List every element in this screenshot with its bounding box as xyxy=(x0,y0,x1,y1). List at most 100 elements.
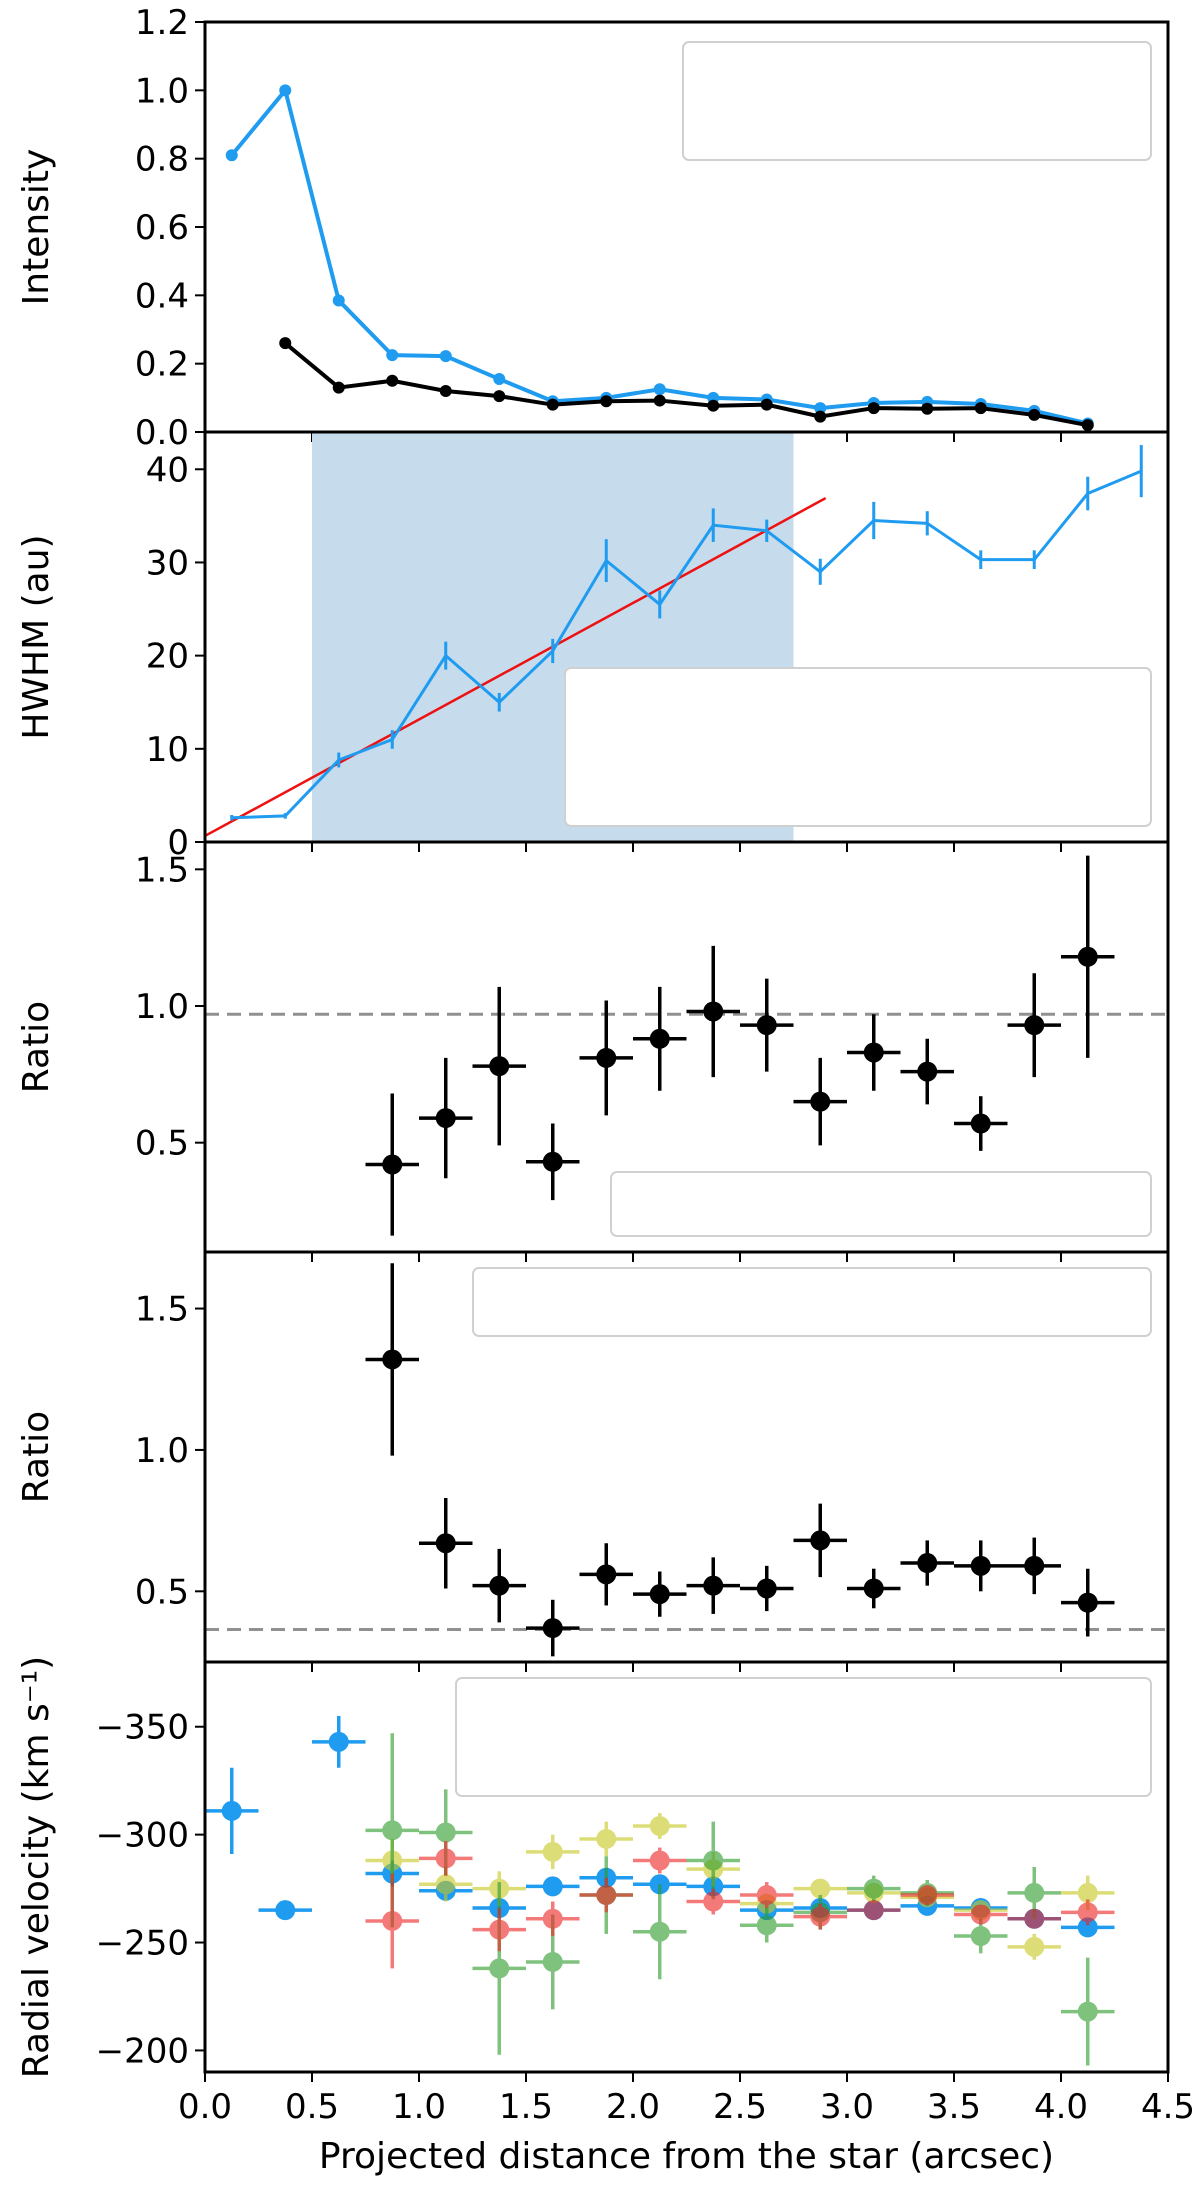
data-marker xyxy=(863,1578,884,1599)
data-marker xyxy=(1024,1882,1045,1903)
data-marker xyxy=(596,1885,617,1906)
data-point xyxy=(847,1875,901,1902)
y-axis-label: HWHM (au) xyxy=(16,534,57,739)
data-marker xyxy=(1024,1936,1045,1957)
data-point xyxy=(740,1565,794,1612)
y-axis-label: Intensity xyxy=(16,149,57,306)
y-tick-label: 0.4 xyxy=(135,276,189,316)
data-point xyxy=(279,84,292,97)
data-marker xyxy=(970,1113,991,1134)
data-marker xyxy=(703,1891,724,1912)
data-point xyxy=(633,986,687,1091)
data-marker xyxy=(863,1900,884,1921)
data-marker xyxy=(649,1028,670,1049)
plot-area xyxy=(225,84,1094,432)
data-marker xyxy=(382,1154,403,1175)
y-tick-label: 1.2 xyxy=(135,3,189,43)
plot-area xyxy=(205,1715,1115,2066)
data-marker xyxy=(1077,1592,1098,1613)
data-point xyxy=(921,402,934,415)
y-axis-label: Ratio xyxy=(16,1001,57,1093)
y-axis-label: Ratio xyxy=(16,1411,57,1503)
data-point xyxy=(1007,973,1061,1078)
y-tick-label: 20 xyxy=(146,637,189,677)
data-marker xyxy=(703,1001,724,1022)
series-2 xyxy=(279,337,1094,432)
data-point xyxy=(900,1038,954,1105)
data-marker xyxy=(810,1530,831,1551)
y-tick-label: −300 xyxy=(96,1816,189,1856)
data-marker xyxy=(435,1848,456,1869)
data-marker xyxy=(489,1958,510,1979)
data-marker xyxy=(917,1885,938,1906)
data-marker xyxy=(810,1091,831,1112)
data-point xyxy=(954,1096,1008,1151)
data-marker xyxy=(970,1904,991,1925)
x-axis-label: Projected distance from the star (arcsec… xyxy=(319,2136,1054,2177)
data-marker xyxy=(810,1878,831,1899)
data-point xyxy=(579,1821,633,1857)
y-tick-label: 0.6 xyxy=(135,208,189,248)
data-point xyxy=(386,374,399,387)
x-tick-label: 4.0 xyxy=(1034,2087,1088,2127)
fit-line xyxy=(205,497,827,838)
data-point xyxy=(954,1904,1008,1925)
data-marker xyxy=(435,1874,456,1895)
series-1 xyxy=(365,855,1115,1236)
legend-box xyxy=(564,667,1152,827)
data-point xyxy=(653,383,666,396)
data-point xyxy=(312,1715,366,1768)
data-marker xyxy=(542,1618,563,1639)
legend-box xyxy=(472,1267,1152,1337)
data-marker xyxy=(649,1584,670,1605)
series-line xyxy=(283,341,1089,428)
data-point xyxy=(686,1557,740,1614)
y-tick-label: −350 xyxy=(96,1708,189,1748)
y-tick-label: 0.0 xyxy=(135,413,189,453)
data-marker xyxy=(382,1820,403,1841)
data-point xyxy=(847,1014,901,1091)
data-marker xyxy=(756,1578,777,1599)
data-marker xyxy=(596,1564,617,1585)
data-point xyxy=(633,1571,687,1617)
data-point xyxy=(740,978,794,1072)
data-point xyxy=(365,1263,419,1456)
data-point xyxy=(814,402,827,415)
data-marker xyxy=(489,1575,510,1596)
data-point xyxy=(793,1057,847,1146)
y-tick-label: 0.2 xyxy=(135,345,189,385)
y-tick-label: 1.5 xyxy=(135,1290,189,1330)
plot-area xyxy=(205,855,1168,1236)
data-marker xyxy=(382,1349,403,1370)
y-tick-label: 30 xyxy=(146,543,189,583)
data-point xyxy=(472,1548,526,1623)
data-point xyxy=(1007,1537,1061,1595)
data-point xyxy=(1061,1899,1115,1926)
data-point xyxy=(365,1873,419,1969)
data-point xyxy=(279,337,292,350)
data-marker xyxy=(489,1056,510,1077)
data-point xyxy=(526,1876,580,1897)
data-marker xyxy=(810,1906,831,1927)
series-1 xyxy=(230,445,1143,821)
data-point xyxy=(1061,1957,1115,2066)
data-point xyxy=(526,1834,580,1870)
data-point xyxy=(686,1821,740,1900)
data-marker xyxy=(328,1731,349,1752)
panel-5: −350 −300 −250 −200 Radial velocity (km s⁻¹) xyxy=(16,1656,1170,2082)
data-point xyxy=(974,402,987,415)
series-1 xyxy=(365,1263,1115,1657)
y-tick-label: 1.0 xyxy=(135,987,189,1027)
legend-box xyxy=(455,1677,1152,1797)
data-marker xyxy=(1077,1902,1098,1923)
data-marker xyxy=(863,1042,884,1063)
y-tick-label: −200 xyxy=(96,2031,189,2071)
data-marker xyxy=(970,1555,991,1576)
data-point xyxy=(814,410,827,423)
data-marker xyxy=(1077,1917,1098,1938)
data-point xyxy=(900,1540,954,1586)
data-point xyxy=(633,1884,687,1980)
data-point xyxy=(439,350,452,363)
x-tick-label: 2.0 xyxy=(606,2087,660,2127)
